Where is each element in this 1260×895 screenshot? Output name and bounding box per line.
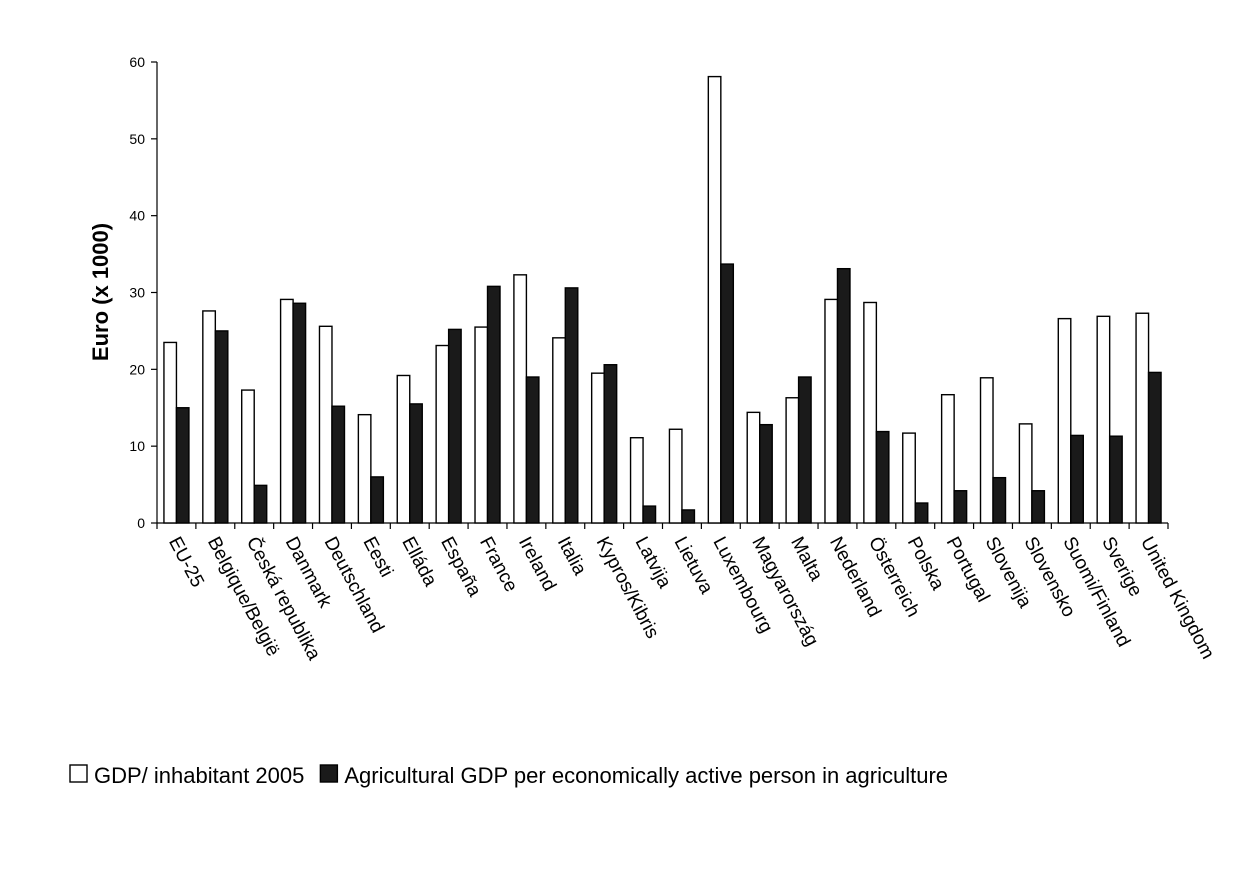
bar-agricultural-gdp	[642, 505, 657, 524]
bar-agricultural-gdp	[486, 285, 501, 524]
y-tick-label: 30	[129, 285, 145, 301]
bar-gdp-per-inhabitant	[746, 411, 761, 524]
bar-agricultural-gdp	[759, 423, 773, 524]
bar-agricultural-gdp	[603, 364, 618, 524]
bar-gdp-per-inhabitant	[163, 341, 178, 524]
bar-gdp-per-inhabitant	[707, 75, 722, 524]
bar-gdp-per-inhabitant	[590, 372, 605, 524]
bar-agricultural-gdp	[681, 509, 696, 524]
legend: GDP/ inhabitant 2005 Agricultural GDP per…	[69, 763, 948, 788]
legend-swatch-gdp-per-inhabitant	[69, 764, 88, 783]
bar-gdp-per-inhabitant	[940, 393, 955, 524]
x-category-label: Malta	[786, 533, 827, 584]
bar-agricultural-gdp	[253, 484, 268, 524]
bar-agricultural-gdp	[797, 376, 812, 524]
bar-agricultural-gdp	[175, 407, 190, 524]
bar-gdp-per-inhabitant	[474, 326, 489, 524]
bar-agricultural-gdp	[409, 403, 423, 524]
bar-agricultural-gdp	[992, 476, 1007, 524]
bar-gdp-per-inhabitant	[1057, 317, 1072, 524]
bar-gdp-per-inhabitant	[396, 374, 411, 524]
bar-gdp-per-inhabitant	[513, 274, 528, 524]
bar-gdp-per-inhabitant	[1096, 315, 1111, 524]
bar-gdp-per-inhabitant	[202, 310, 217, 524]
bar-agricultural-gdp	[1031, 490, 1046, 524]
x-category-label: EU-25	[164, 533, 208, 590]
y-tick-label: 0	[137, 515, 145, 531]
bar-agricultural-gdp	[292, 302, 307, 524]
legend-label-gdp-per-inhabitant: GDP/ inhabitant 2005	[94, 763, 304, 788]
bar-agricultural-gdp	[447, 328, 462, 524]
bar-gdp-per-inhabitant	[979, 377, 994, 524]
bar-gdp-per-inhabitant	[241, 389, 255, 524]
bar-agricultural-gdp	[953, 490, 968, 524]
x-category-label: United Kingdom	[1136, 533, 1218, 662]
y-tick-label: 60	[129, 54, 145, 70]
x-category-label: Elláda	[397, 533, 441, 590]
y-axis-title: Euro (x 1000)	[88, 223, 113, 361]
bar-gdp-per-inhabitant	[629, 437, 644, 524]
y-tick-label: 50	[129, 131, 145, 147]
y-tick-label: 20	[129, 361, 145, 377]
bar-gdp-per-inhabitant	[279, 298, 294, 524]
bar-gdp-per-inhabitant	[902, 432, 916, 524]
bars	[163, 75, 1162, 524]
legend-swatch-agricultural-gdp	[319, 764, 339, 783]
bar-agricultural-gdp	[836, 267, 851, 524]
bar-agricultural-gdp	[564, 287, 579, 524]
bar-agricultural-gdp	[914, 502, 929, 524]
bar-gdp-per-inhabitant	[785, 397, 800, 524]
bar-agricultural-gdp	[1147, 371, 1162, 524]
legend-label-agricultural-gdp: Agricultural GDP per economically active…	[344, 763, 948, 788]
bar-agricultural-gdp	[331, 405, 346, 524]
bar-agricultural-gdp	[1070, 434, 1084, 524]
bar-agricultural-gdp	[1108, 435, 1123, 524]
bar-agricultural-gdp	[214, 330, 229, 524]
y-tick-label: 40	[129, 208, 145, 224]
bar-agricultural-gdp	[525, 376, 540, 524]
bar-agricultural-gdp	[875, 430, 890, 524]
bar-gdp-per-inhabitant	[318, 325, 333, 524]
bar-gdp-per-inhabitant	[357, 413, 372, 524]
bar-gdp-per-inhabitant	[863, 301, 878, 524]
bar-gdp-per-inhabitant	[668, 428, 683, 524]
x-category-label: Italia	[553, 533, 591, 579]
y-tick-label: 10	[129, 438, 145, 454]
bar-gdp-per-inhabitant	[435, 344, 450, 524]
bar-gdp-per-inhabitant	[552, 337, 566, 524]
bar-agricultural-gdp	[720, 263, 735, 524]
x-category-label: Eesti	[358, 533, 396, 580]
bar-gdp-per-inhabitant	[1018, 423, 1033, 524]
bar-agricultural-gdp	[370, 476, 385, 524]
bar-gdp-per-inhabitant	[824, 298, 839, 524]
bar-gdp-per-inhabitant	[1135, 312, 1150, 524]
